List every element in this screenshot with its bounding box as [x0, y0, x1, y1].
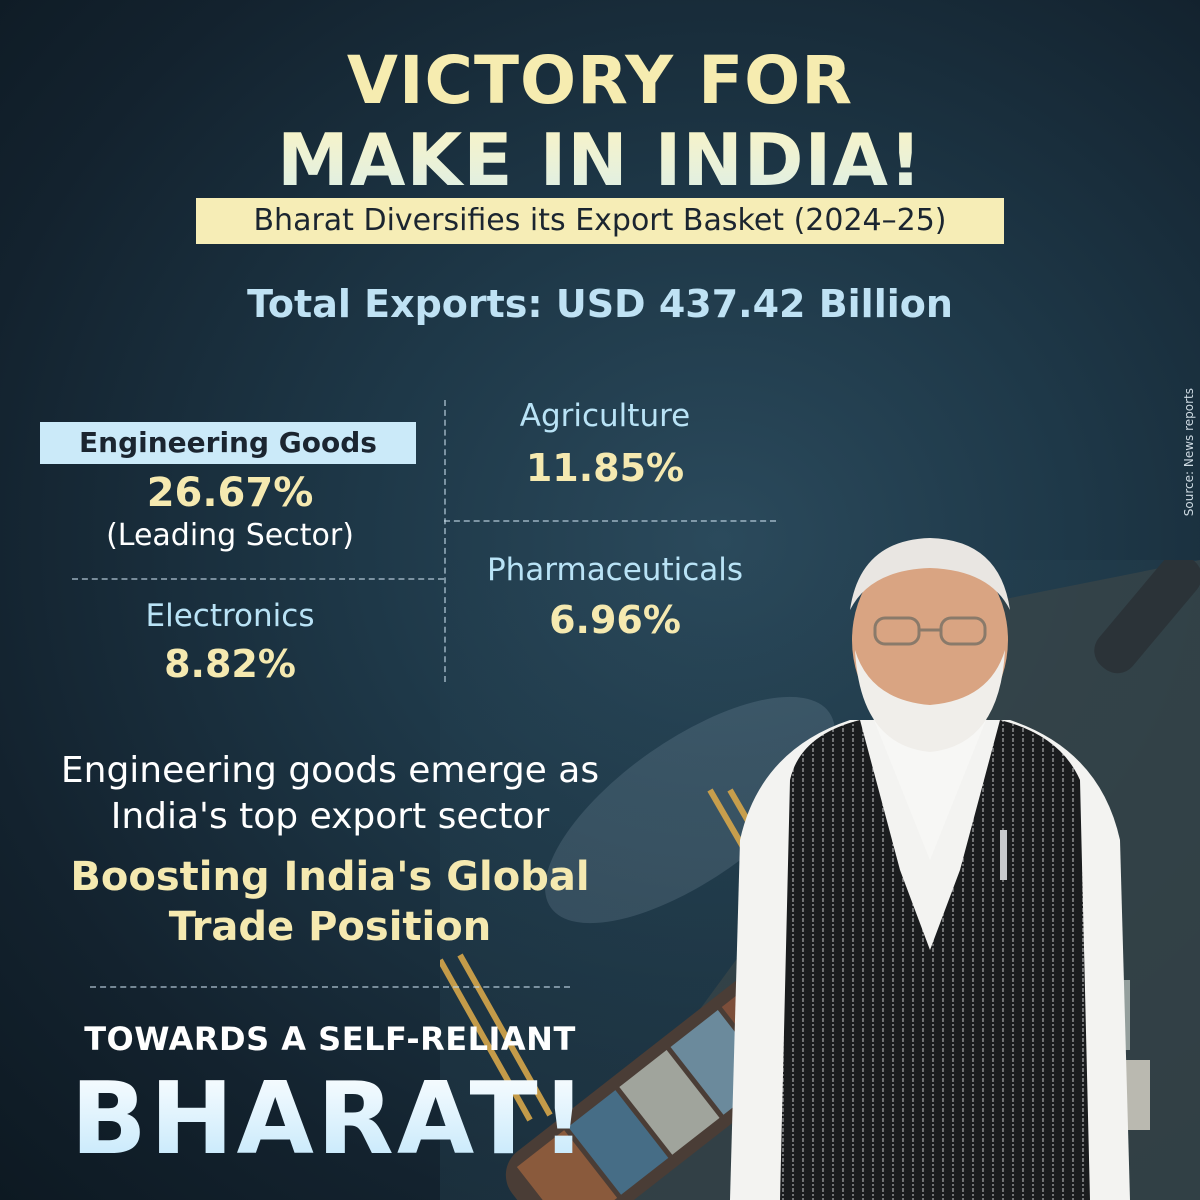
engineering-goods-share: 26.67% [146, 470, 314, 516]
electronics-share: 8.82% [164, 642, 296, 686]
footer-divider [90, 986, 570, 988]
grid-divider-vertical [444, 400, 446, 682]
agriculture-label: Agriculture [519, 398, 691, 434]
source-note: Source: News reports [1182, 388, 1196, 517]
pharmaceuticals-share: 6.96% [549, 598, 681, 642]
electronics-label: Electronics [145, 598, 315, 634]
highlight-line-2: Trade Position [168, 904, 492, 950]
highlight-line-1: Boosting India's Global [70, 854, 590, 900]
engineering-goods-note: (Leading Sector) [106, 518, 354, 553]
statement-line-1: Engineering goods emerge as [60, 750, 600, 791]
grid-divider-right [444, 520, 776, 522]
grid-divider-left [72, 578, 444, 580]
subtitle-banner: Bharat Diversifies its Export Basket (20… [196, 198, 1004, 244]
title-line-2: MAKE IN INDIA! [0, 118, 1200, 202]
total-exports: Total Exports: USD 437.42 Billion [247, 282, 953, 326]
highlight-text: Boosting India's Global Trade Position [20, 852, 640, 952]
statement-text: Engineering goods emerge as India's top … [20, 748, 640, 840]
statement-line-2: India's top export sector [110, 796, 550, 837]
portrait-figure [730, 538, 1130, 1200]
agriculture-share: 11.85% [525, 446, 685, 490]
title-line-1: VICTORY FOR [346, 42, 854, 119]
engineering-goods-label: Engineering Goods [40, 422, 416, 464]
pharmaceuticals-label: Pharmaceuticals [486, 552, 744, 588]
towards-text: TOWARDS A SELF-RELIANT [84, 1020, 576, 1058]
bharat-text: BHARAT! [40, 1060, 620, 1177]
